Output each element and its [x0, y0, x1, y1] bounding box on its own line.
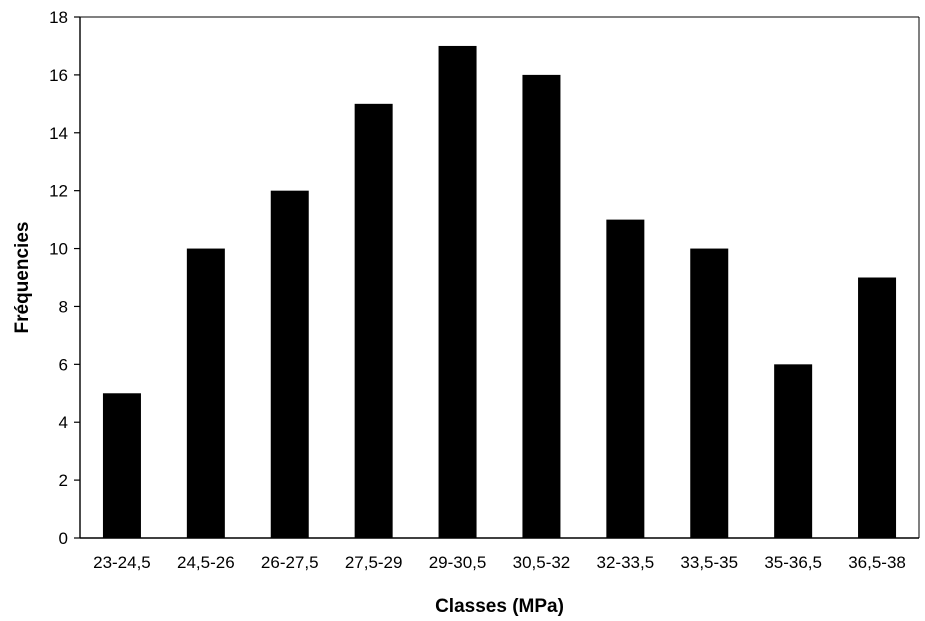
y-tick-label: 12	[49, 182, 68, 201]
x-tick-label: 23-24,5	[93, 553, 151, 572]
y-tick-label: 2	[59, 471, 68, 490]
x-axis-title: Classes (MPa)	[435, 596, 564, 617]
x-tick-label: 27,5-29	[345, 553, 403, 572]
axes-layer	[79, 16, 920, 539]
x-tick-label: 26-27,5	[261, 553, 319, 572]
y-ticks: 0 2 4 6 8 10 12 14 16 18	[49, 8, 80, 548]
x-tick-label: 32-33,5	[597, 553, 655, 572]
bar-29-30,5	[438, 45, 477, 538]
x-ticks: 23-24,5 24,5-26 26-27,5 27,5-29 29-30,5 30,5-…	[93, 553, 906, 572]
y-tick-label: 18	[49, 8, 68, 27]
y-tick-label: 0	[59, 529, 68, 548]
bar-23-24,5	[102, 393, 141, 538]
y-tick-label: 6	[59, 355, 68, 374]
bar-33,5-35	[690, 248, 729, 539]
bar-35-36,5	[774, 364, 813, 538]
x-tick-label: 35-36,5	[764, 553, 822, 572]
y-tick-label: 4	[59, 413, 68, 432]
y-tick-label: 10	[49, 240, 68, 259]
bar-32-33,5	[606, 219, 645, 538]
bar-27,5-29	[354, 103, 393, 538]
y-tick-label: 16	[49, 66, 68, 85]
y-tick-label: 14	[49, 124, 68, 143]
bar-36,5-38	[858, 277, 897, 538]
bar-24,5-26	[186, 248, 225, 539]
x-tick-label: 33,5-35	[680, 553, 738, 572]
x-tick-label: 24,5-26	[177, 553, 235, 572]
x-tick-label: 30,5-32	[513, 553, 571, 572]
y-axis-title: Fréquencies	[12, 222, 33, 334]
x-tick-label: 36,5-38	[848, 553, 906, 572]
bar-26-27,5	[270, 190, 309, 538]
y-tick-label: 8	[59, 297, 68, 316]
x-tick-label: 29-30,5	[429, 553, 487, 572]
bar-30,5-32	[522, 74, 561, 538]
bars-layer	[102, 45, 897, 539]
